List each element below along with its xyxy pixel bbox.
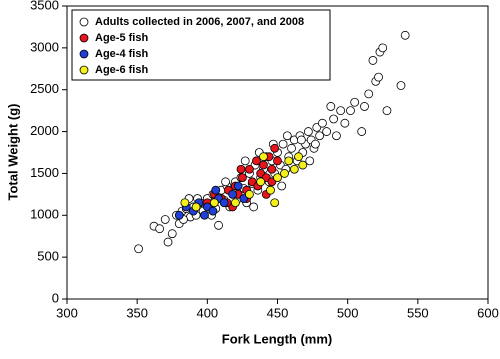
point bbox=[259, 160, 268, 170]
point bbox=[378, 43, 388, 53]
point bbox=[374, 72, 383, 82]
point bbox=[191, 202, 201, 212]
point bbox=[368, 56, 378, 65]
point bbox=[163, 237, 173, 247]
y-tick-label: 2500 bbox=[30, 81, 59, 96]
point bbox=[236, 164, 246, 174]
y-axis-label: Total Weight (g) bbox=[5, 104, 20, 201]
x-tick-label: 450 bbox=[267, 305, 289, 320]
legend-label: Age-4 fish bbox=[95, 48, 148, 60]
point bbox=[315, 131, 325, 141]
legend-box bbox=[71, 9, 331, 81]
point bbox=[209, 198, 219, 208]
point bbox=[211, 185, 221, 195]
point bbox=[322, 127, 332, 136]
y-tick-label: 3500 bbox=[30, 0, 59, 12]
point bbox=[238, 173, 247, 183]
point bbox=[273, 173, 282, 183]
y-tick-label: 1000 bbox=[30, 207, 59, 222]
y-tick-label: 3000 bbox=[30, 39, 59, 54]
point bbox=[277, 181, 287, 191]
point bbox=[270, 198, 280, 208]
point bbox=[273, 156, 282, 166]
y-tick-label: 1500 bbox=[30, 165, 59, 180]
x-tick-label: 600 bbox=[477, 305, 499, 320]
point bbox=[382, 106, 392, 116]
point bbox=[233, 181, 243, 191]
point bbox=[230, 198, 240, 208]
point bbox=[282, 131, 292, 141]
point bbox=[167, 229, 177, 239]
point bbox=[252, 156, 261, 166]
point bbox=[174, 210, 184, 220]
point bbox=[284, 156, 294, 166]
point bbox=[318, 118, 327, 128]
y-tick-label: 0 bbox=[52, 290, 59, 305]
point bbox=[219, 198, 229, 208]
x-tick-label: 400 bbox=[196, 305, 218, 320]
y-tick-label: 500 bbox=[37, 249, 59, 264]
point bbox=[350, 97, 360, 107]
point bbox=[287, 143, 296, 153]
point bbox=[245, 164, 254, 174]
legend-label: Adults collected in 2006, 2007, and 2008 bbox=[95, 16, 304, 28]
x-tick-label: 300 bbox=[56, 305, 78, 320]
point bbox=[134, 244, 143, 254]
point bbox=[329, 114, 339, 124]
point bbox=[303, 127, 313, 136]
point bbox=[249, 202, 259, 212]
point bbox=[357, 127, 367, 136]
x-axis-label: Fork Length (mm) bbox=[222, 331, 333, 346]
point bbox=[208, 206, 218, 216]
point bbox=[346, 106, 355, 116]
point bbox=[256, 177, 266, 187]
point bbox=[298, 160, 308, 170]
point bbox=[326, 102, 336, 111]
point bbox=[396, 81, 406, 90]
point bbox=[221, 177, 230, 187]
point bbox=[228, 189, 237, 199]
x-tick-label: 350 bbox=[126, 305, 148, 320]
point bbox=[296, 135, 306, 145]
point bbox=[280, 169, 289, 178]
legend-label: Age-5 fish bbox=[95, 32, 148, 44]
legend-marker bbox=[79, 49, 89, 59]
legend-marker bbox=[79, 65, 89, 75]
x-tick-label: 550 bbox=[407, 305, 429, 320]
x-tick-label: 500 bbox=[337, 305, 359, 320]
point bbox=[155, 224, 165, 234]
point bbox=[270, 143, 280, 153]
point bbox=[180, 198, 190, 208]
point bbox=[310, 139, 320, 149]
point bbox=[259, 152, 268, 162]
point bbox=[278, 139, 288, 149]
point bbox=[340, 118, 350, 128]
legend-marker bbox=[79, 33, 89, 43]
point bbox=[364, 89, 374, 99]
legend-marker bbox=[79, 17, 89, 27]
point bbox=[160, 215, 170, 224]
point bbox=[332, 131, 341, 141]
point bbox=[267, 164, 277, 174]
y-tick-label: 2000 bbox=[30, 123, 59, 138]
point bbox=[245, 189, 254, 199]
point bbox=[400, 30, 410, 40]
point bbox=[240, 156, 250, 166]
point bbox=[360, 102, 369, 111]
point bbox=[200, 210, 209, 220]
point bbox=[305, 156, 315, 166]
point bbox=[294, 152, 303, 162]
point bbox=[289, 164, 299, 174]
legend-label: Age-6 fish bbox=[95, 64, 148, 76]
point bbox=[214, 220, 223, 230]
point bbox=[266, 185, 275, 195]
point bbox=[336, 106, 346, 116]
